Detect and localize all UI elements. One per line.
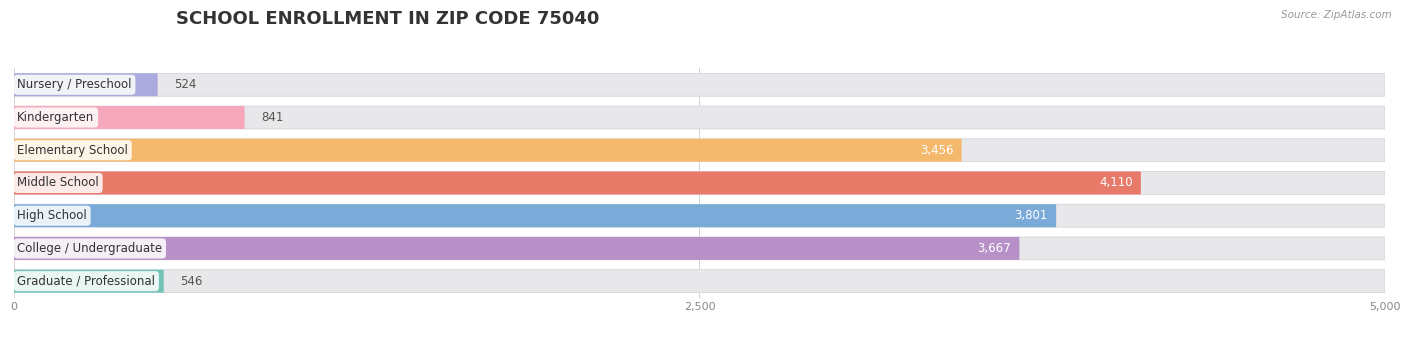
- FancyBboxPatch shape: [14, 270, 1385, 293]
- Text: SCHOOL ENROLLMENT IN ZIP CODE 75040: SCHOOL ENROLLMENT IN ZIP CODE 75040: [176, 10, 599, 28]
- FancyBboxPatch shape: [14, 106, 1385, 129]
- Text: Source: ZipAtlas.com: Source: ZipAtlas.com: [1281, 10, 1392, 20]
- FancyBboxPatch shape: [14, 139, 962, 162]
- FancyBboxPatch shape: [14, 237, 1385, 260]
- Text: 546: 546: [180, 275, 202, 288]
- Text: 3,667: 3,667: [977, 242, 1011, 255]
- Text: 3,801: 3,801: [1015, 209, 1047, 222]
- FancyBboxPatch shape: [14, 270, 163, 293]
- Text: Kindergarten: Kindergarten: [17, 111, 94, 124]
- FancyBboxPatch shape: [14, 172, 1140, 194]
- Text: 524: 524: [174, 78, 197, 91]
- Text: Graduate / Professional: Graduate / Professional: [17, 275, 155, 288]
- Text: Middle School: Middle School: [17, 176, 98, 189]
- FancyBboxPatch shape: [14, 106, 245, 129]
- Text: College / Undergraduate: College / Undergraduate: [17, 242, 163, 255]
- Text: Elementary School: Elementary School: [17, 144, 128, 157]
- Text: High School: High School: [17, 209, 87, 222]
- FancyBboxPatch shape: [14, 172, 1385, 194]
- Text: 841: 841: [262, 111, 284, 124]
- FancyBboxPatch shape: [14, 237, 1019, 260]
- FancyBboxPatch shape: [14, 73, 157, 96]
- FancyBboxPatch shape: [14, 73, 1385, 96]
- FancyBboxPatch shape: [14, 204, 1056, 227]
- Text: 3,456: 3,456: [920, 144, 953, 157]
- Text: 4,110: 4,110: [1099, 176, 1133, 189]
- FancyBboxPatch shape: [14, 139, 1385, 162]
- FancyBboxPatch shape: [14, 204, 1385, 227]
- Text: Nursery / Preschool: Nursery / Preschool: [17, 78, 132, 91]
